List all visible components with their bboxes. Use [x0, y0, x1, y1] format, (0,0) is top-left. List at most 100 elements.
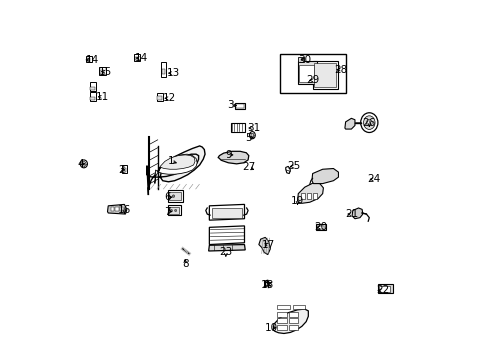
Bar: [169, 192, 180, 200]
Bar: [298, 64, 313, 82]
Polygon shape: [147, 146, 204, 195]
Polygon shape: [218, 151, 248, 164]
Bar: [297, 60, 317, 84]
Text: 17: 17: [262, 240, 275, 250]
Text: 27: 27: [242, 162, 255, 172]
Ellipse shape: [170, 210, 172, 212]
Bar: [288, 325, 298, 330]
Ellipse shape: [81, 162, 86, 166]
Bar: [135, 57, 138, 60]
Bar: [86, 58, 90, 62]
Bar: [377, 284, 392, 293]
Text: 9: 9: [224, 150, 231, 160]
Bar: [306, 193, 310, 199]
Ellipse shape: [249, 132, 255, 139]
Bar: [111, 207, 114, 211]
Text: 2: 2: [118, 165, 124, 175]
Text: 18: 18: [261, 280, 274, 290]
Text: 6: 6: [164, 192, 170, 202]
Bar: [157, 96, 162, 100]
Bar: [279, 54, 346, 93]
Text: 25: 25: [287, 161, 300, 171]
Bar: [169, 207, 179, 214]
Text: 14: 14: [85, 55, 99, 65]
Ellipse shape: [360, 113, 377, 132]
Polygon shape: [344, 118, 354, 129]
Bar: [277, 312, 286, 317]
Polygon shape: [297, 183, 323, 203]
Bar: [379, 286, 389, 292]
Text: 26: 26: [362, 118, 375, 128]
Ellipse shape: [80, 160, 87, 168]
Text: 23: 23: [219, 247, 232, 257]
Bar: [312, 193, 316, 199]
Ellipse shape: [174, 210, 176, 212]
Polygon shape: [311, 168, 338, 184]
Bar: [288, 319, 298, 323]
Text: 24: 24: [367, 174, 380, 184]
Text: 13: 13: [166, 68, 180, 78]
Polygon shape: [273, 309, 308, 333]
Bar: [277, 305, 290, 309]
Text: 8: 8: [182, 259, 188, 269]
Text: 20: 20: [313, 222, 326, 232]
Bar: [211, 208, 242, 218]
Bar: [167, 205, 181, 215]
Ellipse shape: [250, 134, 253, 137]
Text: 7: 7: [164, 207, 170, 217]
Bar: [100, 70, 104, 74]
Bar: [122, 168, 125, 172]
Bar: [235, 103, 244, 109]
Text: 12: 12: [162, 93, 176, 103]
Bar: [162, 69, 165, 74]
Bar: [134, 54, 140, 61]
Text: 14: 14: [134, 53, 147, 63]
Polygon shape: [155, 154, 197, 184]
Polygon shape: [208, 244, 244, 251]
Bar: [90, 97, 94, 100]
Text: 16: 16: [118, 206, 131, 216]
Bar: [86, 56, 92, 62]
Polygon shape: [158, 155, 195, 173]
Text: 22: 22: [375, 285, 388, 296]
Bar: [167, 190, 183, 202]
Bar: [316, 224, 325, 230]
Bar: [292, 305, 305, 309]
Bar: [301, 193, 305, 199]
Text: 3: 3: [227, 100, 234, 111]
Bar: [317, 226, 323, 229]
Bar: [120, 207, 122, 211]
Bar: [288, 312, 298, 317]
Bar: [235, 104, 244, 108]
Text: 11: 11: [96, 92, 109, 102]
Bar: [277, 325, 286, 330]
Text: 15: 15: [99, 67, 112, 77]
Polygon shape: [285, 166, 290, 174]
Bar: [277, 319, 286, 323]
Text: 28: 28: [333, 64, 346, 75]
Ellipse shape: [363, 116, 374, 130]
Polygon shape: [351, 208, 362, 219]
Text: 21: 21: [345, 209, 358, 219]
Bar: [297, 57, 304, 62]
Bar: [312, 60, 337, 89]
Text: 29: 29: [306, 75, 319, 85]
Bar: [90, 87, 94, 90]
Bar: [89, 92, 96, 101]
Text: 19: 19: [290, 196, 304, 206]
Bar: [313, 63, 335, 87]
Text: 31: 31: [246, 123, 260, 133]
Bar: [230, 123, 244, 132]
Bar: [161, 62, 166, 77]
Text: 4: 4: [77, 159, 83, 169]
Text: 10: 10: [264, 323, 277, 333]
Text: 1: 1: [167, 156, 174, 166]
Polygon shape: [258, 237, 270, 255]
Polygon shape: [209, 226, 244, 244]
Bar: [156, 93, 163, 101]
Ellipse shape: [366, 120, 371, 126]
Text: 30: 30: [298, 55, 311, 65]
Bar: [99, 67, 105, 75]
Polygon shape: [209, 204, 244, 220]
Bar: [115, 207, 119, 211]
